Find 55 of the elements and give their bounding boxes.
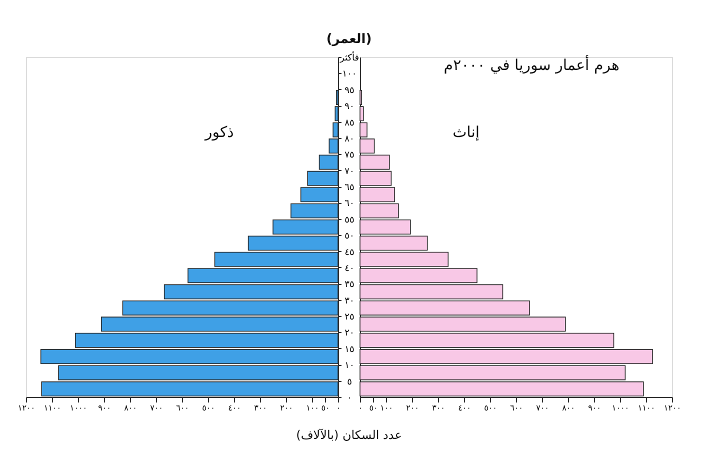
x-tick-label: ٩٠٠ xyxy=(588,404,601,412)
x-axis-title: عدد السكان (بالآلاف) xyxy=(296,428,402,442)
x-tick-label: ٨٠٠ xyxy=(562,404,575,412)
y-tick-label: ٣٥ xyxy=(344,280,354,290)
y-tick-label: ٣٠ xyxy=(344,296,354,306)
x-tick-label: ٨٠٠ xyxy=(124,404,137,412)
x-tick-label: ٠ xyxy=(358,404,363,412)
x-tick-label: ٦٠٠ xyxy=(176,404,189,412)
x-tick-label: ٤٠٠ xyxy=(458,404,471,412)
y-tick-label: ٩٠ xyxy=(344,102,354,112)
y-tick-label: ١٠٠ xyxy=(342,70,357,80)
x-tick-label: ٥٠ xyxy=(369,404,378,412)
x-tick-label: ٩٠٠ xyxy=(98,404,111,412)
x-tick-label: ٠ xyxy=(336,404,341,412)
x-tick-label: ٣٠٠ xyxy=(254,404,267,412)
x-tick-label: ٦٠٠ xyxy=(510,404,523,412)
y-tick-label: ٢٥ xyxy=(344,312,354,323)
y-tick-label: ١٥ xyxy=(344,344,354,355)
y-tick-label: ٧٠ xyxy=(344,166,354,177)
x-tick-label: ٧٠٠ xyxy=(536,404,549,412)
y-tick-label: ٤٥ xyxy=(344,248,354,258)
x-tick-label: ٥٠٠ xyxy=(202,404,215,412)
x-tick-label: ٣٠٠ xyxy=(432,404,445,412)
x-tick-label: ٢٠٠ xyxy=(406,404,419,412)
y-tick-label: ٠ xyxy=(347,394,352,404)
x-tick-label: ١٠٠ xyxy=(306,404,319,412)
x-tick-label: ٥٠ xyxy=(321,404,330,412)
text: إناث xyxy=(452,122,480,141)
y-tick-label: ٧٥ xyxy=(344,150,354,161)
x-tick-label: ٢٠٠ xyxy=(280,404,293,412)
x-tick-label: ٧٠٠ xyxy=(150,404,163,412)
x-tick-label: ٤٠٠ xyxy=(228,404,241,412)
x-tick-label: ١١٠٠ xyxy=(638,404,656,412)
x-tick-label: ١٠٠ xyxy=(380,404,393,412)
y-tick-label: ٥٥ xyxy=(344,215,354,226)
y-axis-title: (العمر) xyxy=(326,32,372,47)
y-tick-label: ٦٠ xyxy=(344,199,354,210)
x-tick-label: ٥٠٠ xyxy=(484,404,497,412)
chart-title: هرم أعمار سوريا في ٢٠٠٠م xyxy=(444,55,620,74)
y-tick-label: ٦٥ xyxy=(344,183,354,194)
x-tick-label: ١٠٠٠ xyxy=(612,404,630,412)
x-tick-label: ١٢٠٠ xyxy=(18,404,36,412)
y-tick-label: ٨٥ xyxy=(344,118,354,128)
y-tick-label: فأكثر xyxy=(338,50,360,64)
x-tick-label: ١١٠٠ xyxy=(44,404,62,412)
x-tick-label: ١٢٠٠ xyxy=(664,404,682,412)
y-tick-label: ٢٠ xyxy=(344,328,354,339)
y-tick-label: ٩٥ xyxy=(344,86,354,96)
y-tick-label: ٤٠ xyxy=(344,264,354,274)
x-tick-label: ١٠٠٠ xyxy=(70,404,88,412)
text: ذكور xyxy=(204,122,234,141)
y-tick-label: ٨٠ xyxy=(344,134,354,144)
y-tick-label: ١٠ xyxy=(344,361,354,372)
y-tick-label: ٥ xyxy=(347,377,352,388)
y-tick-label: ٥٠ xyxy=(344,232,354,242)
